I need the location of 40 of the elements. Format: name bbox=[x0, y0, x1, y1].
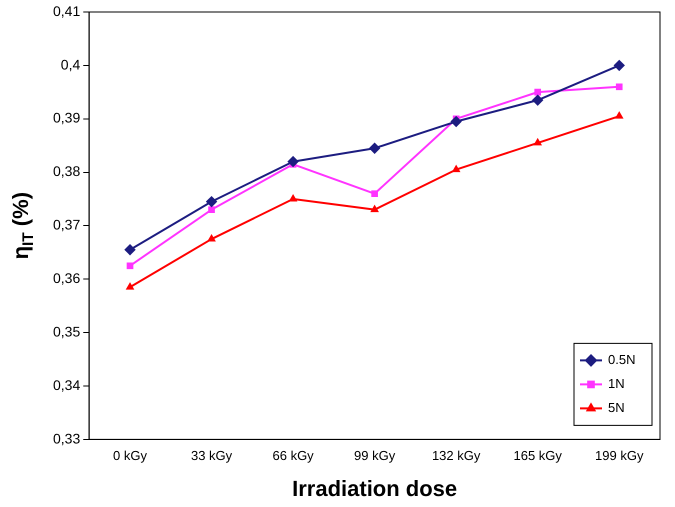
x-tick-label: 0 kGy bbox=[113, 448, 148, 463]
x-tick-label: 66 kGy bbox=[272, 448, 314, 463]
x-tick-label: 33 kGy bbox=[190, 448, 233, 463]
legend-label: 5N bbox=[608, 400, 625, 415]
point bbox=[289, 194, 298, 202]
x-tick-label: 165 kGy bbox=[513, 448, 562, 463]
x-tick-label: 132 kGy bbox=[432, 448, 481, 463]
x-tick-label: 199 kGy bbox=[595, 448, 644, 463]
point bbox=[450, 116, 462, 128]
point bbox=[452, 165, 460, 172]
point bbox=[370, 205, 379, 212]
point bbox=[616, 83, 623, 90]
point bbox=[208, 234, 216, 242]
point bbox=[614, 60, 625, 71]
point bbox=[126, 262, 134, 270]
y-tick-label: 0,38 bbox=[53, 163, 80, 180]
point bbox=[126, 282, 134, 290]
x-tick-label: 99 kGy bbox=[354, 448, 396, 463]
y-tick-label: 0,35 bbox=[53, 323, 80, 340]
y-tick-label: 0,33 bbox=[53, 430, 80, 446]
point bbox=[208, 206, 215, 213]
y-tick-label: 0,36 bbox=[53, 270, 80, 286]
point bbox=[369, 142, 380, 154]
point bbox=[534, 138, 542, 146]
point bbox=[206, 196, 218, 208]
y-axis-title: ηIT (%) bbox=[8, 192, 37, 260]
y-tick-label: 0,41 bbox=[53, 2, 80, 19]
y-tick-label: 0,39 bbox=[53, 110, 80, 126]
point bbox=[124, 244, 136, 256]
y-tick-label: 0,4 bbox=[60, 56, 80, 72]
point bbox=[288, 156, 299, 168]
point bbox=[371, 190, 378, 197]
point bbox=[615, 112, 624, 119]
x-axis-title: Irradiation dose bbox=[292, 476, 458, 502]
legend-label: 1N bbox=[608, 376, 625, 391]
point bbox=[534, 88, 542, 96]
y-tick-label: 0,34 bbox=[53, 376, 80, 393]
legend-label: 0.5N bbox=[608, 352, 636, 367]
point bbox=[532, 94, 544, 106]
y-tick-label: 0,37 bbox=[53, 216, 80, 233]
